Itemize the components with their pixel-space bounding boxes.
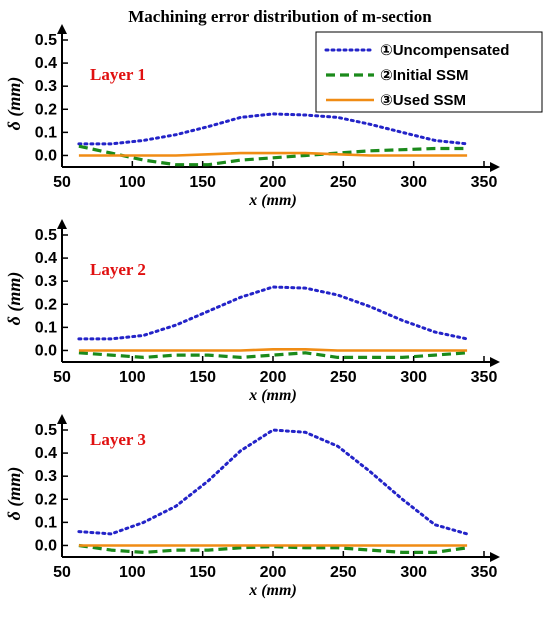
legend: ①Uncompensated ②Initial SSM ③Used SSM — [315, 31, 543, 113]
series-line-uncompensated — [77, 428, 469, 536]
x-tick-label: 350 — [471, 174, 498, 191]
y-tick-label: 0.4 — [35, 55, 57, 72]
series-line-initial — [78, 351, 468, 359]
y-tick-label: 0.0 — [35, 147, 57, 164]
panel-1: 0.0 0.1 0.2 0.3 0.4 0.5 50 100 150 200 250 300 350 x … — [4, 24, 500, 209]
y-tick-label: 0.4 — [35, 250, 57, 267]
x-axis-arrow-icon — [490, 552, 500, 562]
x-tick-label: 300 — [400, 564, 427, 581]
y-tick-label: 0.1 — [35, 124, 57, 141]
y-tick-label: 0.5 — [35, 227, 57, 244]
series-line-used — [78, 347, 468, 352]
x-tick-label: 200 — [260, 564, 287, 581]
y-tick-label: 0.4 — [35, 445, 57, 462]
x-tick-label: 150 — [189, 564, 216, 581]
panel-2: 0.0 0.1 0.2 0.3 0.4 0.5 50 100 150 200 250 300 350 x … — [4, 219, 500, 404]
series-line-used — [78, 151, 468, 157]
x-tick-label: 200 — [260, 369, 287, 386]
y-tick-label: 0.2 — [35, 296, 57, 313]
y-tick-label: 0.5 — [35, 32, 57, 49]
y-tick-label: 0.2 — [35, 491, 57, 508]
y-axis-arrow-icon — [57, 24, 67, 34]
legend-label-initial: ②Initial SSM — [380, 67, 469, 84]
y-tick-label: 0.3 — [35, 78, 57, 95]
series-line-initial — [78, 144, 468, 167]
panel-label: Layer 2 — [90, 260, 146, 279]
x-tick-label: 250 — [330, 174, 357, 191]
x-tick-label: 350 — [471, 564, 498, 581]
x-tick-label: 300 — [400, 369, 427, 386]
x-tick-label: 50 — [53, 369, 71, 386]
y-tick-label: 0.5 — [35, 422, 57, 439]
legend-label-uncompensated: ①Uncompensated — [380, 42, 509, 59]
x-tick-label: 200 — [260, 174, 287, 191]
x-axis-label: x (mm) — [248, 387, 297, 404]
y-tick-label: 0.0 — [35, 342, 57, 359]
x-tick-label: 150 — [189, 369, 216, 386]
x-axis-label: x (mm) — [248, 192, 297, 209]
y-axis-label: δ (mm) — [4, 77, 25, 131]
panels: 0.0 0.1 0.2 0.3 0.4 0.5 50 100 150 200 250 300 350 x … — [4, 24, 500, 599]
y-tick-label: 0.3 — [35, 273, 57, 290]
x-tick-label: 250 — [330, 369, 357, 386]
series-line-uncompensated — [77, 285, 469, 341]
panel-label: Layer 3 — [90, 430, 146, 449]
panel-label: Layer 1 — [90, 65, 146, 84]
x-tick-label: 250 — [330, 564, 357, 581]
x-axis-arrow-icon — [490, 162, 500, 172]
y-axis-arrow-icon — [57, 219, 67, 229]
x-axis-label: x (mm) — [248, 582, 297, 599]
x-tick-label: 350 — [471, 369, 498, 386]
chart-title: Machining error distribution of m-sectio… — [128, 7, 432, 26]
y-tick-label: 0.3 — [35, 468, 57, 485]
panel-3: 0.0 0.1 0.2 0.3 0.4 0.5 50 100 150 200 250 300 350 x … — [4, 414, 500, 599]
y-tick-label: 0.1 — [35, 514, 57, 531]
x-tick-label: 300 — [400, 174, 427, 191]
y-axis-label: δ (mm) — [4, 467, 25, 521]
y-axis-label: δ (mm) — [4, 272, 25, 326]
x-axis-arrow-icon — [490, 357, 500, 367]
series-line-initial — [78, 543, 468, 555]
x-tick-label: 150 — [189, 174, 216, 191]
x-tick-label: 100 — [119, 564, 146, 581]
series-line-uncompensated — [77, 112, 469, 146]
x-tick-label: 100 — [119, 369, 146, 386]
legend-label-used: ③Used SSM — [380, 92, 466, 109]
x-tick-label: 100 — [119, 174, 146, 191]
x-tick-label: 50 — [53, 564, 71, 581]
y-axis-arrow-icon — [57, 414, 67, 424]
y-tick-label: 0.2 — [35, 101, 57, 118]
y-tick-label: 0.0 — [35, 537, 57, 554]
legend-box — [315, 31, 543, 113]
x-tick-label: 50 — [53, 174, 71, 191]
y-tick-label: 0.1 — [35, 319, 57, 336]
